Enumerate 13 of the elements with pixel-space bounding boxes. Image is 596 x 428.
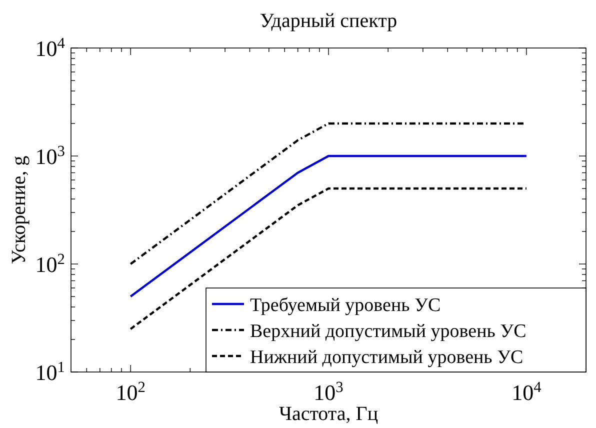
x-tick-label: 10$^{4}$	[512, 378, 542, 405]
legend-label: Требуемый уровень УС	[250, 295, 441, 316]
y-tick-label: 10$^{3}$	[35, 142, 66, 169]
x-tick-label: 10$^{2}$	[116, 378, 146, 405]
y-tick-label: 10$^{2}$	[35, 250, 65, 277]
legend-label: Верхний допустимый уровень УС	[250, 321, 526, 342]
y-tick-label: 10$^{1}$	[35, 358, 65, 385]
x-tick-label: 10$^{3}$	[314, 378, 344, 405]
chart-title: Ударный спектр	[260, 10, 398, 32]
y-axis-title: Ускорение, g	[8, 156, 30, 264]
x-axis-title: Частота, Гц	[278, 403, 378, 425]
y-tick-label: 10$^{4}$	[35, 34, 66, 61]
legend-label: Нижний допустимый уровень УС	[250, 347, 524, 368]
